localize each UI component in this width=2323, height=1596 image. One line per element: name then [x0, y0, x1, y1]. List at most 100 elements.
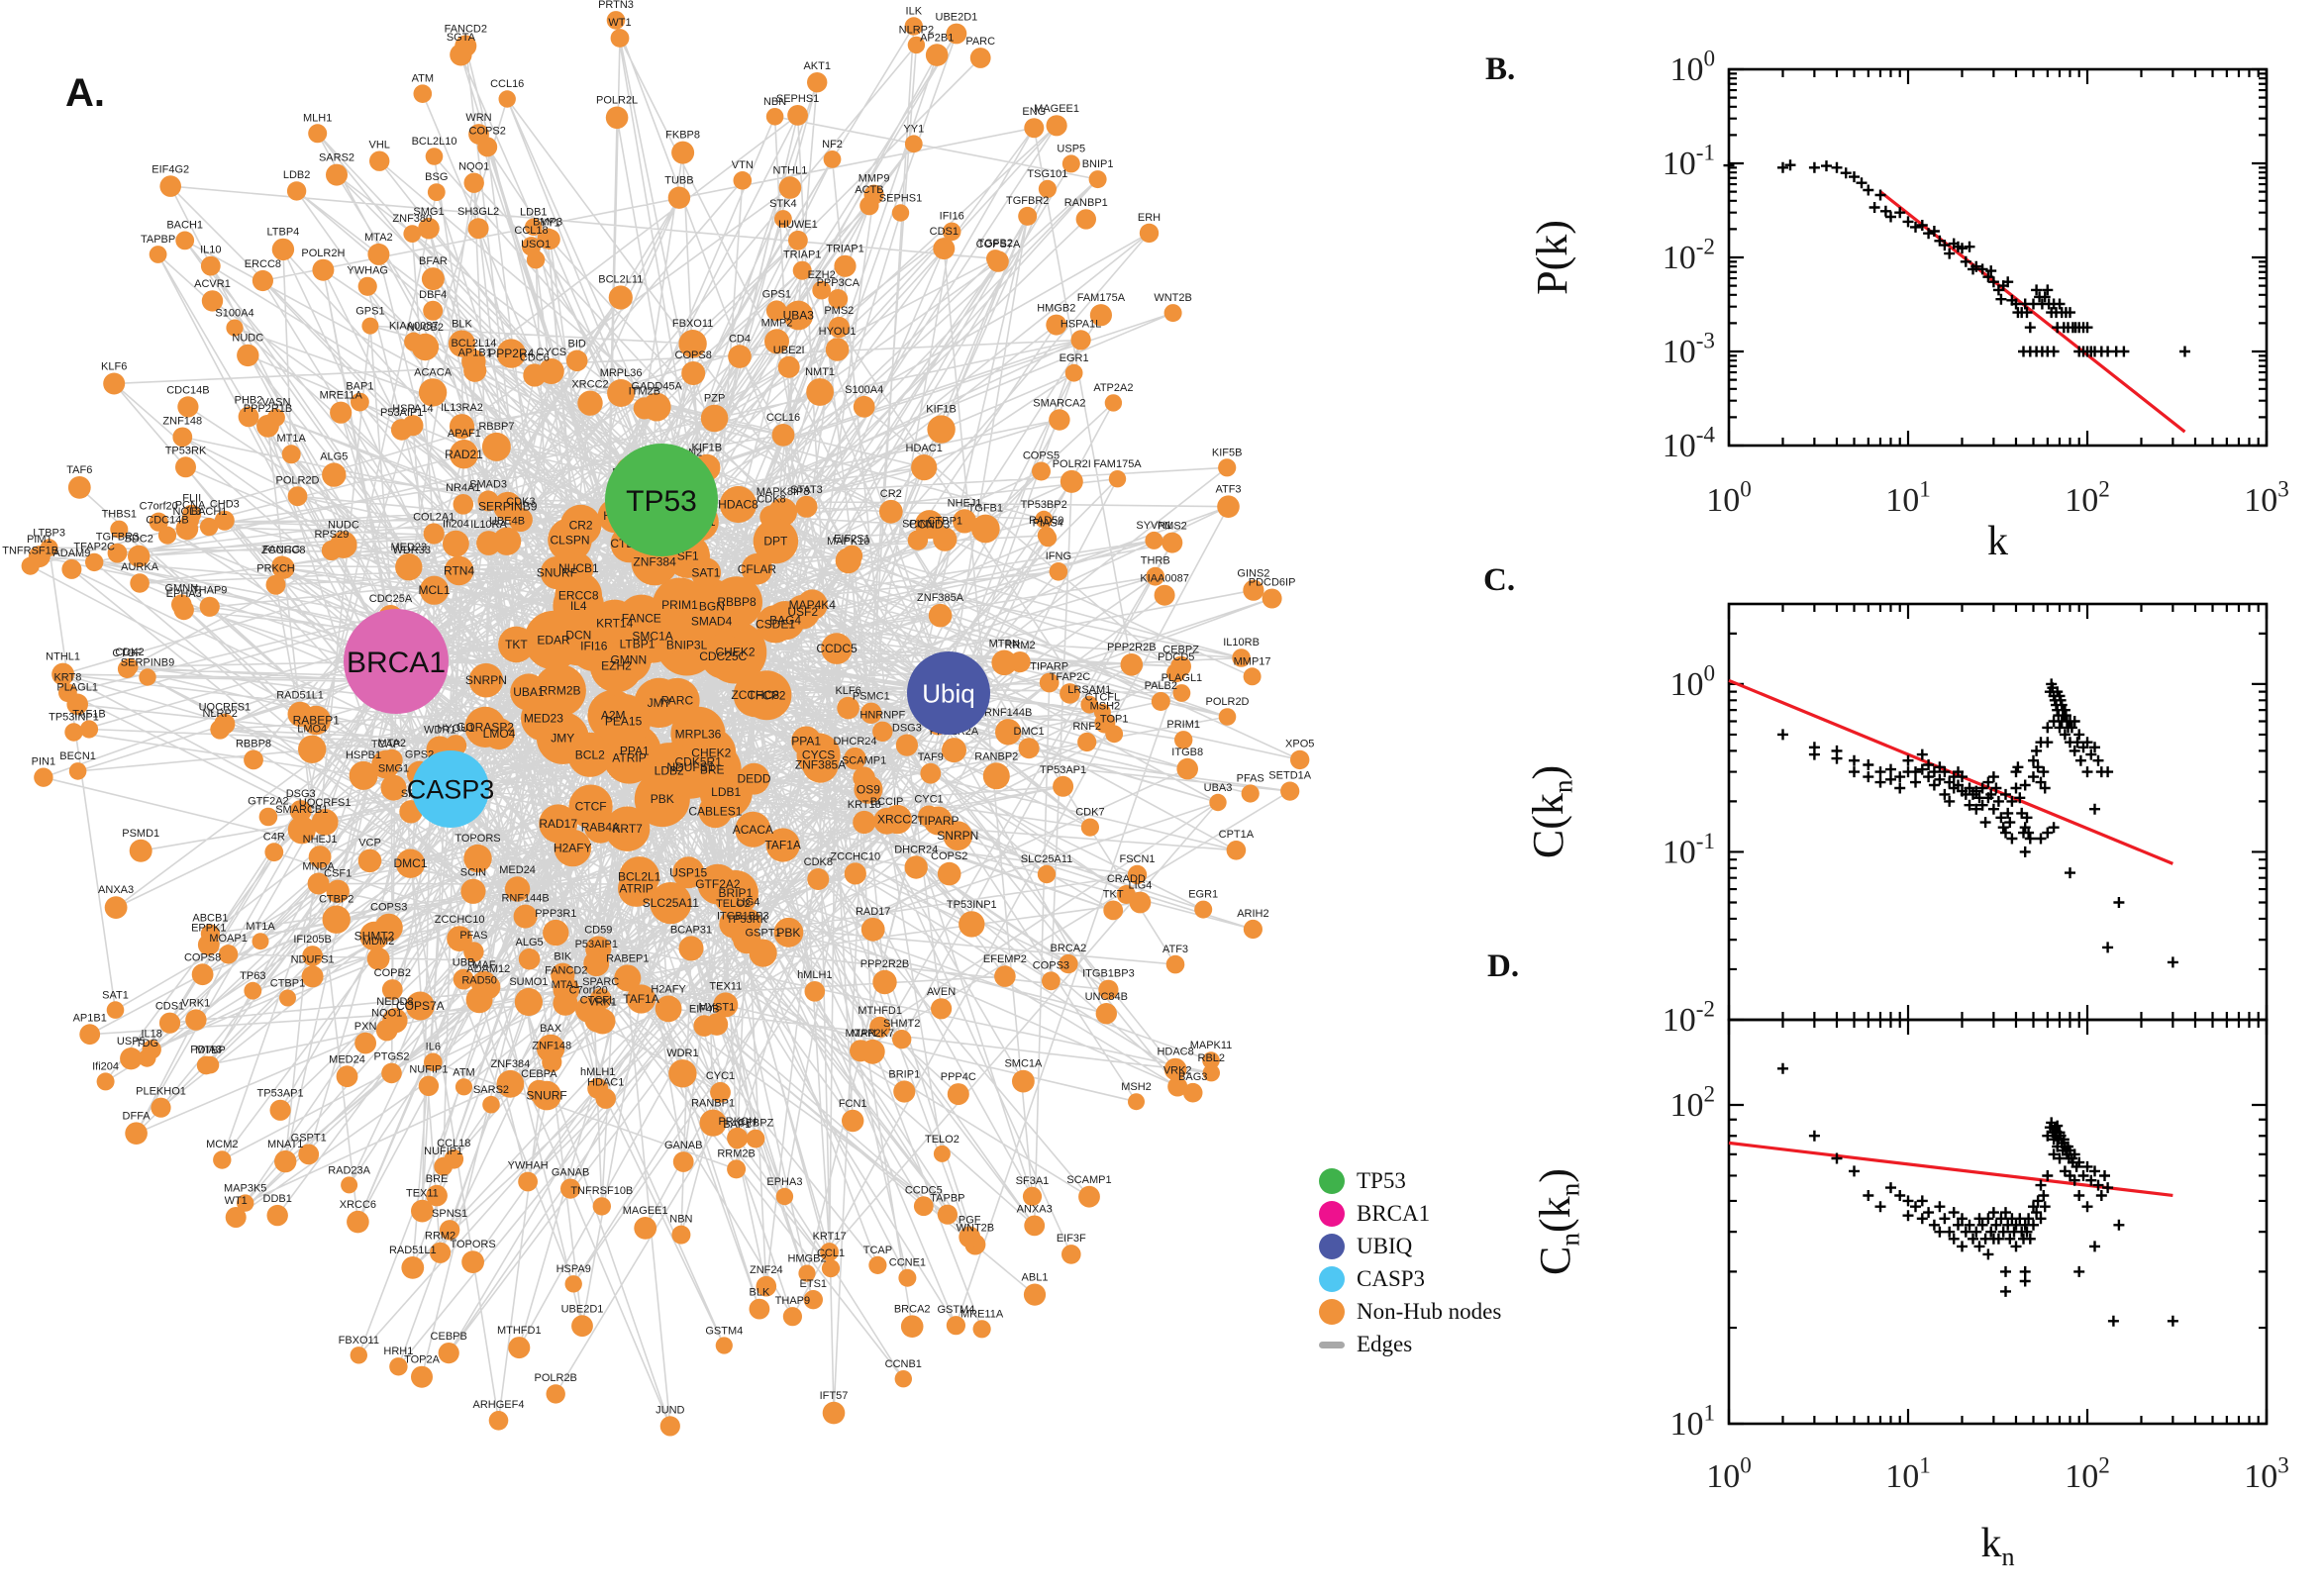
- non-hub-node: [982, 762, 1010, 790]
- nonhub-node-swatch-icon: [1319, 1299, 1345, 1325]
- non-hub-node: [40, 539, 58, 557]
- non-hub-node-label: GANAB: [664, 1140, 703, 1151]
- non-hub-node-label: TAPBP: [930, 1193, 964, 1205]
- non-hub-node-label: ZNF384: [633, 555, 676, 569]
- non-hub-node-label: TAF6: [66, 464, 92, 476]
- non-hub-node-label: MAP4K4: [789, 598, 837, 612]
- non-hub-node: [427, 183, 446, 202]
- non-hub-node: [792, 260, 812, 280]
- non-hub-node-label: COPS3: [1033, 959, 1069, 971]
- non-hub-node-label: CCNB1: [885, 1358, 922, 1370]
- non-hub-node: [226, 319, 244, 337]
- non-hub-node-label: CCL18: [514, 225, 548, 237]
- non-hub-node: [357, 276, 377, 296]
- non-hub-node-label: NHEJ1: [303, 834, 338, 846]
- non-hub-node: [129, 839, 152, 862]
- non-hub-node: [991, 649, 1017, 676]
- non-hub-node: [1046, 115, 1067, 137]
- non-hub-node-label: KRT8: [53, 671, 81, 683]
- non-hub-node: [821, 633, 853, 664]
- non-hub-node-label: MNDA: [302, 861, 335, 873]
- non-hub-node-label: VTN: [732, 159, 754, 171]
- non-hub-node-label: MSH2: [1090, 701, 1121, 713]
- legend-item-label: UBIQ: [1357, 1234, 1413, 1258]
- non-hub-node: [496, 1069, 525, 1098]
- non-hub-node-label: HDAC1: [587, 1076, 624, 1088]
- non-hub-node-label: APAF1: [448, 428, 481, 440]
- non-hub-node-label: PPA1: [791, 735, 821, 748]
- non-hub-node-label: LIG4: [737, 897, 760, 909]
- power-law-fit-line: [1878, 190, 2186, 434]
- tick-label: 100: [1669, 47, 1715, 88]
- non-hub-node: [252, 933, 269, 950]
- non-hub-node-label: RANBP1: [1064, 197, 1108, 209]
- non-hub-node: [476, 531, 501, 555]
- non-hub-node-label: RRM2: [1005, 640, 1036, 651]
- non-hub-node-label: PDIA3: [190, 1045, 222, 1056]
- non-hub-node-label: RAD51L1: [276, 690, 324, 702]
- non-hub-node: [463, 844, 492, 873]
- non-hub-node: [904, 855, 928, 879]
- non-hub-node: [322, 905, 351, 934]
- non-hub-node: [749, 1298, 770, 1320]
- non-hub-node-label: MAPK8IP3: [757, 486, 810, 498]
- tp53-hub-swatch-icon: [1319, 1168, 1345, 1194]
- non-hub-node-label: SLC25A11: [643, 896, 699, 910]
- non-hub-node: [1098, 979, 1119, 1000]
- non-hub-node: [67, 476, 91, 499]
- legend-item-label: BRCA1: [1357, 1201, 1431, 1226]
- non-hub-node-label: KIAA0087: [389, 321, 439, 333]
- non-hub-node-label: FBXO11: [339, 1335, 379, 1347]
- non-hub-node-label: SNRPN: [465, 673, 507, 687]
- non-hub-node-label: ERCC8: [245, 258, 281, 270]
- non-hub-node-label: BNIP1: [1082, 158, 1114, 170]
- non-hub-node-label: WT1: [225, 1195, 248, 1207]
- non-hub-node-label: PPP4C: [941, 1071, 976, 1083]
- non-hub-node-label: ATM: [453, 1066, 474, 1078]
- non-hub-node-label: CDK2: [115, 647, 144, 658]
- non-hub-node-label: A2M: [601, 709, 626, 723]
- non-hub-node: [710, 1081, 731, 1103]
- non-hub-node-label: VRK2: [1163, 1065, 1192, 1077]
- non-hub-node: [953, 509, 977, 534]
- non-hub-node: [371, 749, 400, 779]
- non-hub-node-label: POLR2I: [1053, 458, 1091, 470]
- non-hub-node: [728, 1131, 747, 1149]
- non-hub-node: [686, 728, 737, 778]
- tick-label: 10-1: [1663, 829, 1715, 870]
- non-hub-node-label: BACH1: [191, 506, 228, 518]
- non-hub-node: [1032, 461, 1051, 481]
- non-hub-node: [668, 1059, 697, 1088]
- non-hub-node: [791, 726, 822, 756]
- non-hub-node-label: ATF3: [1215, 483, 1241, 495]
- non-hub-node: [225, 1207, 247, 1228]
- non-hub-node: [667, 186, 691, 209]
- tick-label: 10-2: [1663, 235, 1715, 276]
- non-hub-node-label: SAT1: [102, 989, 129, 1001]
- non-hub-node-label: UBE2D1: [561, 1303, 604, 1315]
- non-hub-node-label: MCL1: [418, 583, 450, 597]
- non-hub-node: [374, 913, 403, 942]
- non-hub-node: [711, 576, 762, 629]
- non-hub-node: [423, 523, 445, 545]
- non-hub-node-label: HYOU1: [819, 326, 857, 338]
- non-hub-node: [411, 1199, 434, 1223]
- network-legend: TP53 BRCA1 UBIQ CASP3 Non-Hub nodes Edge…: [1319, 1168, 1501, 1357]
- non-hub-node: [681, 361, 706, 385]
- non-hub-node-label: PPP2R4: [488, 347, 534, 360]
- non-hub-node: [413, 84, 433, 103]
- non-hub-node-label: PEA15: [605, 714, 643, 728]
- non-hub-node-label: SDC2: [125, 534, 153, 546]
- non-hub-node: [444, 1149, 464, 1169]
- non-hub-node-label: MTBP: [195, 1045, 226, 1056]
- non-hub-node: [185, 1009, 207, 1031]
- non-hub-node: [79, 720, 99, 739]
- non-hub-node-label: GSPT1: [746, 928, 781, 940]
- non-hub-node-label: SETD1A: [1268, 770, 1311, 782]
- non-hub-node: [421, 267, 445, 291]
- non-hub-node-label: UBB: [453, 957, 475, 969]
- non-hub-node-label: CABLES1: [688, 804, 742, 818]
- non-hub-node: [741, 553, 773, 585]
- non-hub-node-label: SMAD4: [691, 614, 733, 628]
- brca1-hub-swatch-icon: [1319, 1201, 1345, 1227]
